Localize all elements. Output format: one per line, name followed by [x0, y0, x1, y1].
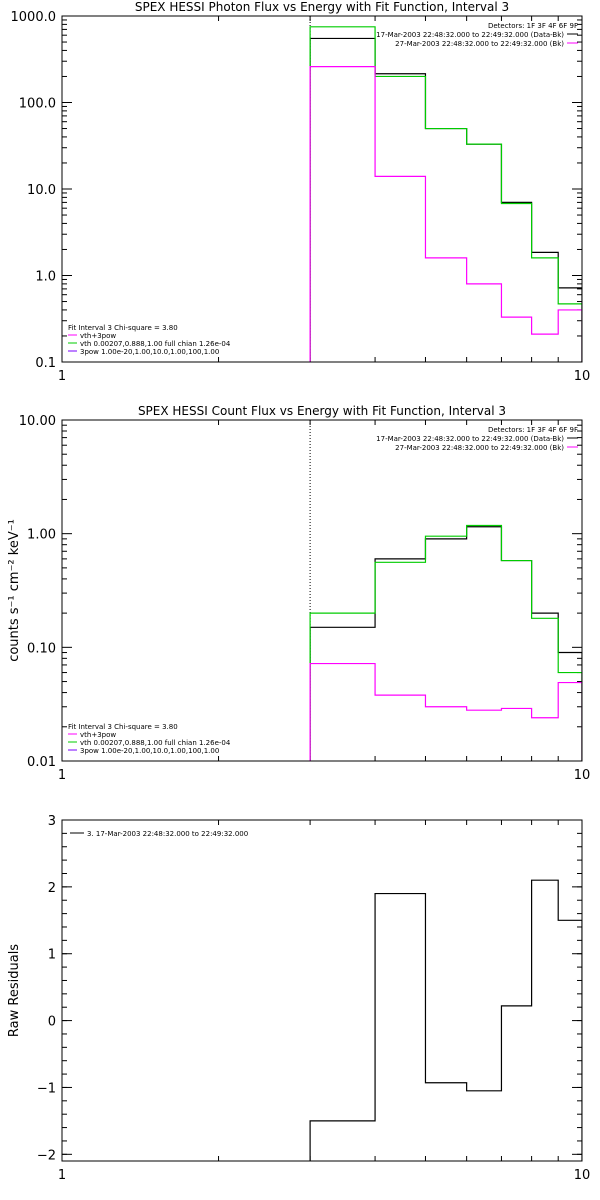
series-group — [309, 524, 582, 761]
legend-entry: 3pow 1.00e-20,1.00,10.0,1.00,100,1.00 — [80, 348, 219, 356]
legend-entry: 3. 17-Mar-2003 22:48:32.000 to 22:49:32.… — [87, 830, 248, 838]
legend-entry: 17-Mar-2003 22:48:32.000 to 22:49:32.000… — [376, 31, 564, 39]
y-tick-label: 0.1 — [35, 356, 56, 371]
y-tick-label: 0.01 — [27, 755, 56, 770]
x-tick-label: 1 — [58, 369, 66, 384]
chart-title: SPEX HESSI Photon Flux vs Energy with Fi… — [135, 0, 509, 14]
y-tick-label: 1000.0 — [11, 10, 57, 25]
count-flux-chart: SPEX HESSI Count Flux vs Energy with Fit… — [0, 400, 600, 800]
y-tick-label: 3 — [48, 814, 56, 829]
y-tick-label: 10.0 — [27, 183, 56, 198]
x-tick-label: 1 — [58, 768, 66, 783]
x-tick-label: 10 — [574, 768, 591, 783]
legend-entry: vth+3pow — [80, 731, 116, 739]
legend-entry: vth+3pow — [80, 332, 116, 340]
legend-entry: 27-Mar-2003 22:48:32.000 to 22:49:32.000… — [395, 40, 564, 48]
y-tick-label: −1 — [37, 1081, 56, 1096]
plot-frame — [61, 419, 583, 762]
y-tick-label: 0 — [48, 1015, 56, 1030]
series-line-0 — [309, 37, 582, 362]
photon-flux-plot: SPEX HESSI Photon Flux vs Energy with Fi… — [11, 0, 591, 384]
legend-entry: vth 0.00207,0.888,1.00 full chian 1.26e-… — [80, 340, 231, 348]
y-axis-label: Raw Residuals — [7, 944, 22, 1037]
plot-frame — [61, 15, 583, 363]
y-tick-label: 100.0 — [19, 97, 56, 112]
plot-frame — [61, 819, 583, 1162]
series-line-2 — [309, 66, 582, 362]
series-line-1 — [309, 524, 582, 761]
y-axis-label: counts s⁻¹ cm⁻² keV⁻¹ — [7, 519, 22, 662]
legend-entry: Detectors: 1F 3F 4F 6F 9F — [488, 22, 578, 30]
y-tick-label: 2 — [48, 881, 56, 896]
photon-flux-chart: SPEX HESSI Photon Flux vs Energy with Fi… — [0, 0, 600, 400]
legend-entry: 27-Mar-2003 22:48:32.000 to 22:49:32.000… — [395, 444, 564, 452]
y-tick-label: 1 — [48, 948, 56, 963]
legend-entry: 17-Mar-2003 22:48:32.000 to 22:49:32.000… — [376, 435, 564, 443]
y-tick-label: 1.0 — [35, 270, 56, 285]
series-line-0 — [309, 526, 582, 761]
legend-entry: vth 0.00207,0.888,1.00 full chian 1.26e-… — [80, 739, 231, 747]
x-tick-label: 1 — [58, 1168, 66, 1183]
chart-title: SPEX HESSI Count Flux vs Energy with Fit… — [138, 404, 506, 418]
residuals-plot: 1 10 −2 −1 0 1 2 3 Raw Residuals 3. 17-Mar-2003 2… — [7, 814, 591, 1183]
y-tick-label: −2 — [37, 1148, 56, 1163]
x-tick-label: 10 — [574, 369, 591, 384]
y-tick-label: 0.10 — [27, 641, 56, 656]
y-tick-label: 10.00 — [19, 414, 56, 429]
legend-entry: 3pow 1.00e-20,1.00,10.0,1.00,100,1.00 — [80, 747, 219, 755]
count-flux-plot: SPEX HESSI Count Flux vs Energy with Fit… — [7, 404, 591, 783]
series-line-0 — [309, 879, 582, 1161]
series-line-2 — [309, 662, 582, 761]
legend-entry: Fit Interval 3 Chi-square = 3.80 — [68, 723, 178, 731]
y-tick-label: 1.00 — [27, 528, 56, 543]
legend-entry: Detectors: 1F 3F 4F 6F 9F — [488, 426, 578, 434]
x-tick-label: 10 — [574, 1168, 591, 1183]
series-group — [309, 26, 582, 362]
series-group — [309, 879, 582, 1161]
series-line-1 — [309, 26, 582, 362]
residuals-chart: 1 10 −2 −1 0 1 2 3 Raw Residuals 3. 17-Mar-2003 2… — [0, 800, 600, 1200]
legend-entry: Fit Interval 3 Chi-square = 3.80 — [68, 324, 178, 332]
